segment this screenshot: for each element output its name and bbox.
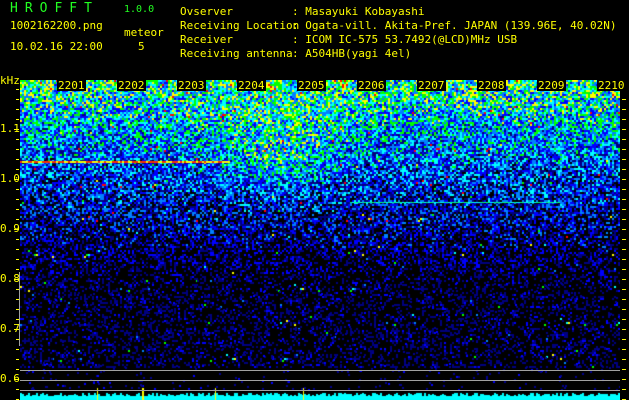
datetime: 10.02.16 22:00 (10, 40, 103, 53)
y-tick (16, 389, 19, 390)
y-tick (622, 219, 626, 220)
y-tick (622, 209, 626, 210)
y-tick (622, 299, 626, 300)
axis-marker-line (19, 272, 20, 346)
time-label: 2202 (117, 79, 146, 92)
y-tick (622, 369, 626, 370)
y-tick (14, 279, 19, 280)
y-tick (622, 349, 626, 350)
observer-value: : Masayuki Kobayashi (292, 5, 425, 18)
y-tick (14, 379, 19, 380)
location-value: : Ogata-vill. Akita-Pref. JAPAN (139.96E… (292, 19, 617, 32)
divider-line (20, 380, 620, 381)
time-label: 2209 (537, 79, 566, 92)
y-tick (16, 99, 19, 100)
y-tick (622, 309, 626, 310)
y-tick (16, 199, 19, 200)
y-tick (622, 319, 626, 320)
time-label: 2205 (297, 79, 326, 92)
y-tick (16, 289, 19, 290)
location-label: Receiving Location (180, 19, 300, 32)
antenna-label: Receiving antenna (180, 47, 293, 60)
filename: 1002162200.png (10, 19, 103, 32)
y-tick (14, 179, 19, 180)
y-tick-label: 0.8 (0, 272, 20, 285)
time-label: 2210 (597, 79, 626, 92)
y-tick (16, 169, 19, 170)
time-label: 2208 (477, 79, 506, 92)
y-tick (622, 389, 626, 390)
receiver-value: : ICOM IC-575 53.7492(@LCD)MHz USB (292, 33, 518, 46)
y-tick (16, 89, 19, 90)
y-tick (622, 289, 626, 290)
y-tick (16, 369, 19, 370)
y-tick (622, 189, 626, 190)
y-tick (622, 179, 626, 180)
y-tick (622, 269, 626, 270)
y-tick (16, 349, 19, 350)
y-tick (16, 309, 19, 310)
y-tick (16, 259, 19, 260)
y-tick (16, 299, 19, 300)
time-label: 2203 (177, 79, 206, 92)
y-tick (622, 379, 626, 380)
app-version: 1.0.0 (124, 4, 155, 15)
y-tick (16, 189, 19, 190)
y-tick (622, 199, 626, 200)
y-tick-label: 1.0 (0, 172, 20, 185)
y-tick-label: 0.6 (0, 372, 20, 385)
observer-label: Ovserver (180, 5, 233, 18)
meteor-count: 5 (138, 40, 145, 53)
y-tick (622, 239, 626, 240)
y-tick (16, 119, 19, 120)
time-label: 2204 (237, 79, 266, 92)
receiver-label: Receiver (180, 33, 233, 46)
y-tick (622, 249, 626, 250)
y-tick (622, 359, 626, 360)
spectrogram (20, 80, 620, 400)
y-tick (622, 129, 626, 130)
y-tick (14, 329, 19, 330)
y-tick (16, 359, 19, 360)
y-tick (16, 159, 19, 160)
y-tick (16, 249, 19, 250)
y-tick (622, 259, 626, 260)
app-title: HROFFT (10, 1, 99, 16)
y-tick (14, 129, 19, 130)
y-tick (16, 269, 19, 270)
y-tick-label: 1.1 (0, 122, 20, 135)
y-tick (16, 239, 19, 240)
time-label: 2201 (57, 79, 86, 92)
y-tick (622, 149, 626, 150)
y-tick (16, 149, 19, 150)
time-label: 2207 (417, 79, 446, 92)
divider-line (20, 370, 620, 371)
y-tick (622, 169, 626, 170)
y-tick (622, 139, 626, 140)
y-tick-label: 0.7 (0, 322, 20, 335)
y-tick (622, 279, 626, 280)
y-tick (16, 219, 19, 220)
y-tick (622, 119, 626, 120)
y-tick (16, 139, 19, 140)
y-tick (622, 99, 626, 100)
y-tick (622, 329, 626, 330)
y-tick (622, 109, 626, 110)
y-tick (622, 159, 626, 160)
divider-line (20, 390, 620, 391)
antenna-value: : A504HB(yagi 4el) (292, 47, 412, 60)
time-label: 2206 (357, 79, 386, 92)
y-tick (16, 319, 19, 320)
y-tick-label: 0.9 (0, 222, 20, 235)
y-tick (622, 339, 626, 340)
y-tick (16, 109, 19, 110)
y-unit-label: kHz (0, 74, 20, 87)
y-tick (622, 229, 626, 230)
y-tick (16, 339, 19, 340)
y-tick (14, 229, 19, 230)
meteor-label: meteor (124, 26, 164, 39)
y-tick (16, 209, 19, 210)
